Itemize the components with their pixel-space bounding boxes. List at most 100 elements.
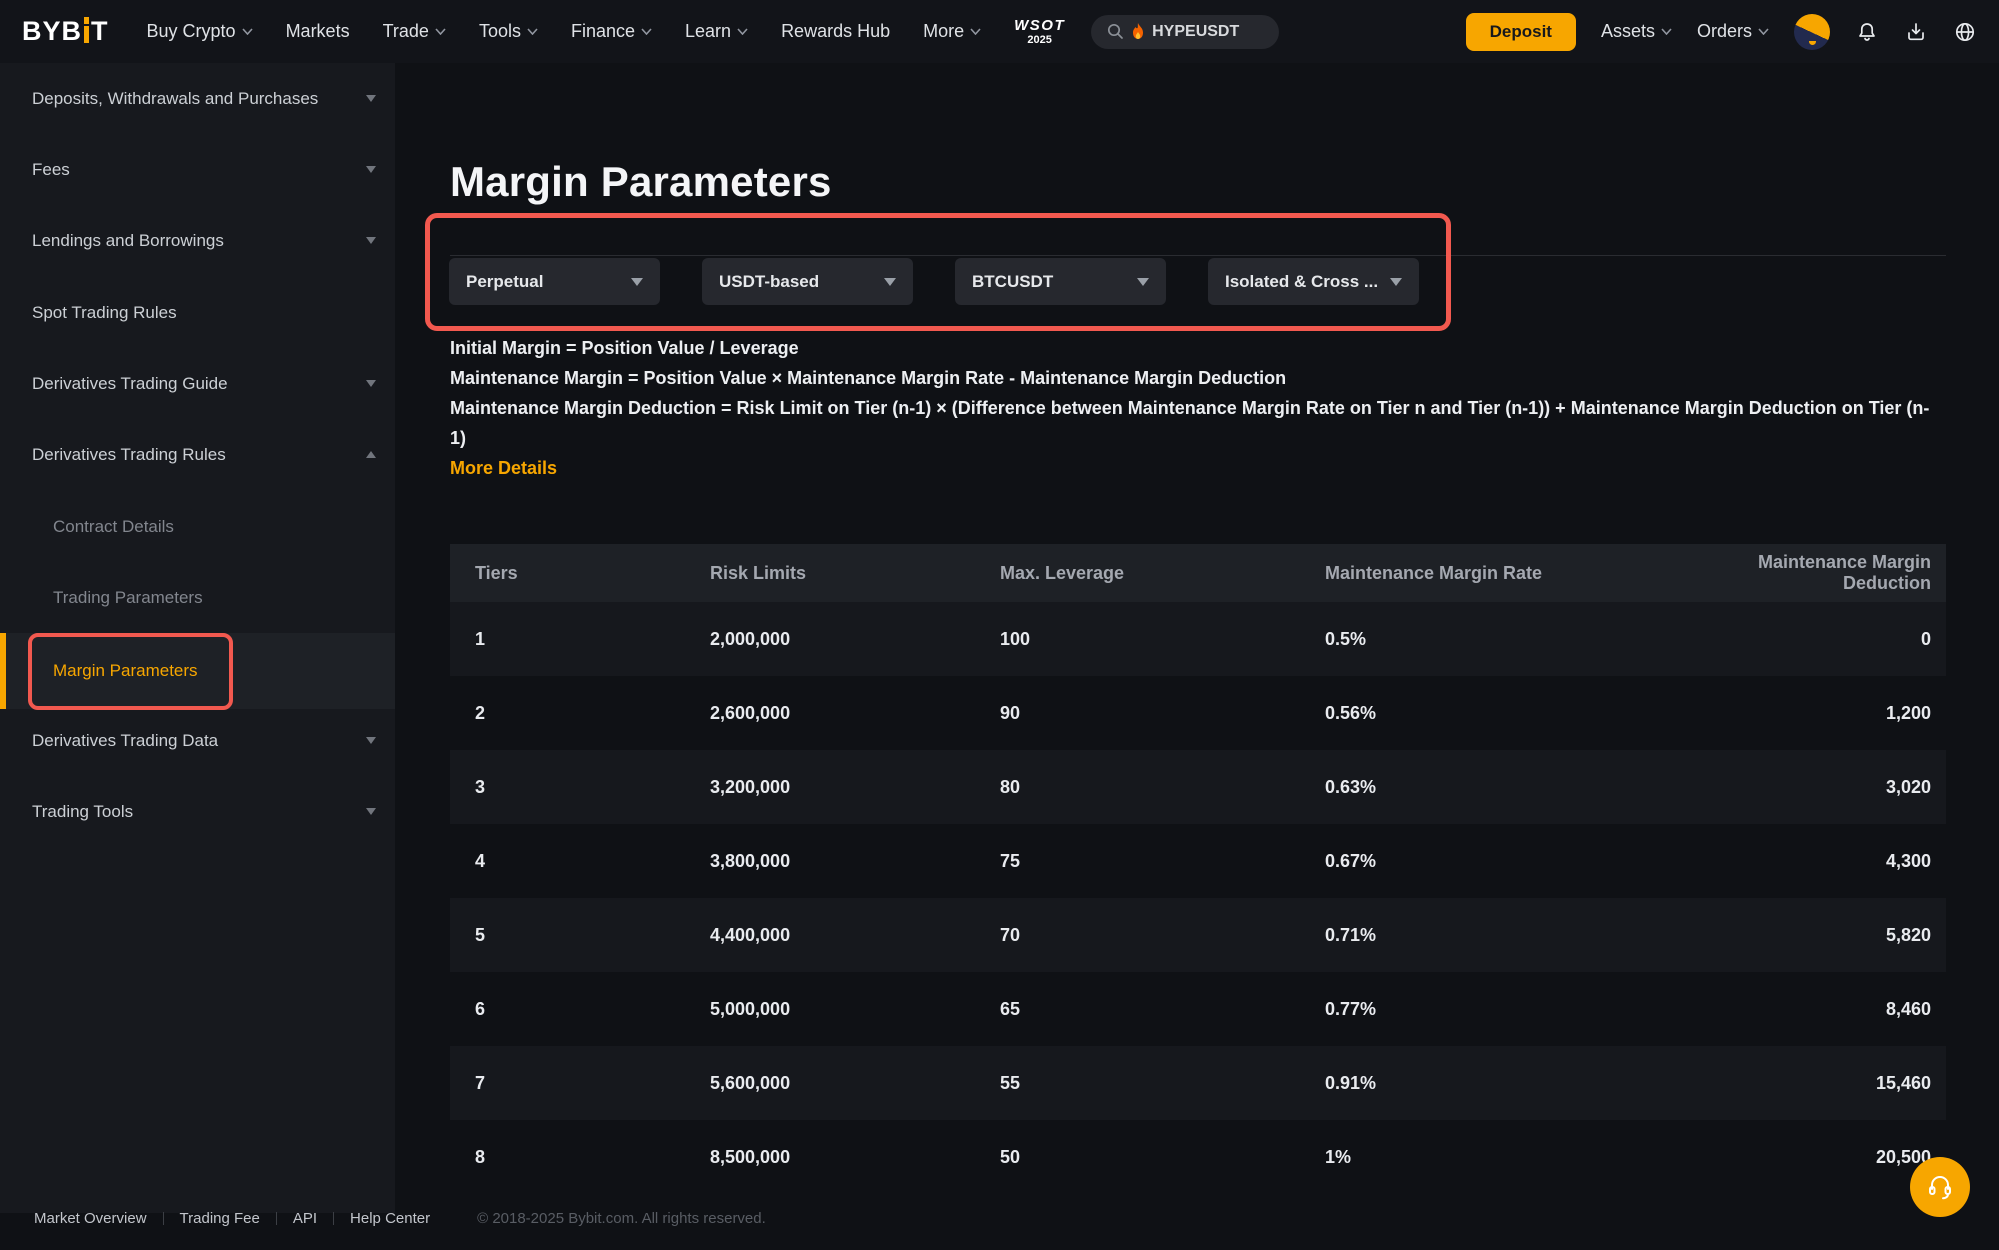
nav-item-rewards-hub[interactable]: Rewards Hub: [781, 21, 890, 42]
cell-risk-limit: 8,500,000: [710, 1146, 791, 1167]
chevron-down-icon: [241, 28, 253, 35]
sidebar-item-derivatives-trading-rules[interactable]: Derivatives Trading Rules: [0, 419, 395, 490]
margin-formulas: Initial Margin = Position Value / Levera…: [450, 333, 1942, 483]
cell-max-leverage: 55: [1000, 1072, 1021, 1093]
more-details-link[interactable]: More Details: [450, 458, 558, 478]
logo-text-part2: T: [91, 16, 109, 46]
user-avatar[interactable]: [1794, 13, 1830, 50]
cell-mm-rate: 0.63%: [1325, 776, 1377, 797]
chevron-down-icon: [366, 737, 376, 744]
cell-max-leverage: 65: [1000, 998, 1021, 1019]
sidebar-item-label: Margin Parameters: [53, 661, 198, 680]
margin-tiers-table: Tiers Risk Limits Max. Leverage Maintena…: [450, 544, 1946, 1194]
cell-mm-deduction: 0: [1920, 628, 1931, 649]
sidebar-item-label: Contract Details: [53, 516, 174, 536]
sidebar-item-label: Lendings and Borrowings: [32, 230, 224, 250]
title-divider: [450, 255, 1946, 256]
cell-mm-deduction: 4,300: [1885, 850, 1931, 871]
cell-mm-rate: 1%: [1325, 1146, 1352, 1167]
cell-tier: 5: [475, 924, 486, 945]
cell-tier: 1: [475, 628, 486, 649]
app-download-icon[interactable]: [1904, 20, 1928, 44]
chevron-down-icon: [366, 237, 376, 244]
nav-item-trade[interactable]: Trade: [383, 21, 446, 42]
cell-max-leverage: 80: [1000, 776, 1021, 797]
dropdown-value: Perpetual: [466, 271, 544, 291]
sidebar-item-label: Deposits, Withdrawals and Purchases: [32, 88, 319, 108]
contract-type-dropdown[interactable]: Perpetual: [449, 258, 660, 305]
footer-divider: [162, 1211, 164, 1225]
sidebar-item-trading-tools[interactable]: Trading Tools: [0, 776, 395, 847]
cell-risk-limit: 5,600,000: [710, 1072, 791, 1093]
sidebar-item-deposits-withdrawals[interactable]: Deposits, Withdrawals and Purchases: [0, 63, 395, 134]
table-row: 4 3,800,000 75 0.67% 4,300: [450, 824, 1946, 898]
nav-item-finance[interactable]: Finance: [571, 21, 652, 42]
cell-risk-limit: 3,800,000: [710, 850, 791, 871]
sidebar-item-derivatives-trading-data[interactable]: Derivatives Trading Data: [0, 705, 395, 776]
bybit-logo[interactable]: BYB T: [22, 16, 109, 47]
footer-link-market-overview[interactable]: Market Overview: [34, 1209, 147, 1227]
notifications-bell-icon[interactable]: [1855, 20, 1879, 44]
sidebar-item-fees[interactable]: Fees: [0, 134, 395, 205]
sidebar-item-contract-details[interactable]: Contract Details: [0, 491, 395, 562]
chevron-down-icon: [435, 28, 446, 35]
nav-item-more[interactable]: More: [923, 21, 981, 42]
chevron-down-icon: [1137, 277, 1149, 286]
nav-item-assets[interactable]: Assets: [1601, 21, 1672, 42]
deposit-button[interactable]: Deposit: [1465, 12, 1576, 51]
nav-item-markets[interactable]: Markets: [286, 21, 350, 42]
cell-mm-deduction: 3,020: [1885, 776, 1931, 797]
search-input[interactable]: HYPEUSDT: [1091, 14, 1280, 49]
sidebar-item-label: Trading Tools: [32, 801, 134, 821]
chevron-down-icon: [737, 28, 748, 35]
formula-maintenance-margin: Maintenance Margin = Position Value × Ma…: [450, 368, 1287, 388]
dropdown-value: BTCUSDT: [972, 271, 1054, 291]
sidebar-item-margin-parameters[interactable]: Margin Parameters: [0, 633, 395, 709]
table-row: 6 5,000,000 65 0.77% 8,460: [450, 972, 1946, 1046]
table-row: 1 2,000,000 100 0.5% 0: [450, 602, 1946, 676]
sidebar-item-spot-trading-rules[interactable]: Spot Trading Rules: [0, 277, 395, 348]
cell-tier: 8: [475, 1146, 486, 1167]
chevron-down-icon: [1758, 28, 1769, 35]
sidebar-item-label: Derivatives Trading Rules: [32, 444, 226, 464]
nav-label: Learn: [685, 21, 732, 41]
footer-link-trading-fee[interactable]: Trading Fee: [179, 1209, 260, 1227]
nav-label: Rewards Hub: [781, 21, 891, 41]
cell-tier: 4: [475, 850, 486, 871]
table-row: 8 8,500,000 50 1% 20,500: [450, 1120, 1946, 1194]
active-item-indicator: [0, 633, 6, 709]
margin-mode-dropdown[interactable]: Isolated & Cross ...: [1208, 258, 1419, 305]
sidebar-item-label: Derivatives Trading Guide: [32, 373, 228, 393]
cell-mm-deduction: 20,500: [1875, 1146, 1931, 1167]
nav-item-tools[interactable]: Tools: [479, 21, 538, 42]
footer-link-help-center[interactable]: Help Center: [350, 1209, 431, 1227]
support-chat-button[interactable]: [1910, 1157, 1970, 1217]
table-row: 5 4,400,000 70 0.71% 5,820: [450, 898, 1946, 972]
cell-risk-limit: 2,000,000: [710, 628, 791, 649]
cell-mm-deduction: 1,200: [1885, 702, 1931, 723]
cell-mm-rate: 0.91%: [1325, 1072, 1377, 1093]
footer-link-api[interactable]: API: [292, 1209, 318, 1227]
sidebar-item-lendings-borrowings[interactable]: Lendings and Borrowings: [0, 205, 395, 276]
formula-initial-margin: Initial Margin = Position Value / Levera…: [450, 338, 799, 358]
nav-item-learn[interactable]: Learn: [685, 21, 748, 42]
language-globe-icon[interactable]: [1953, 20, 1977, 44]
chevron-up-icon: [366, 451, 376, 458]
wsot-2025-event-logo[interactable]: WSOT 2025: [1014, 18, 1065, 46]
chevron-down-icon: [884, 277, 896, 286]
sidebar-item-label: Derivatives Trading Data: [32, 730, 219, 750]
chevron-down-icon: [1661, 28, 1672, 35]
cell-max-leverage: 90: [1000, 702, 1021, 723]
sidebar-item-derivatives-trading-guide[interactable]: Derivatives Trading Guide: [0, 348, 395, 419]
nav-item-orders[interactable]: Orders: [1697, 21, 1769, 42]
nav-item-buy-crypto[interactable]: Buy Crypto: [147, 21, 253, 42]
header-tiers: Tiers: [475, 562, 518, 583]
sidebar-item-trading-parameters[interactable]: Trading Parameters: [0, 562, 395, 633]
footer-divider: [275, 1211, 277, 1225]
dropdown-value: USDT-based: [719, 271, 820, 291]
symbol-dropdown[interactable]: BTCUSDT: [955, 258, 1166, 305]
nav-label: Buy Crypto: [146, 21, 236, 41]
settlement-dropdown[interactable]: USDT-based: [702, 258, 913, 305]
chevron-down-icon: [527, 28, 538, 35]
header-maintenance-margin-deduction: Maintenance Margin Deduction: [1757, 552, 1931, 593]
